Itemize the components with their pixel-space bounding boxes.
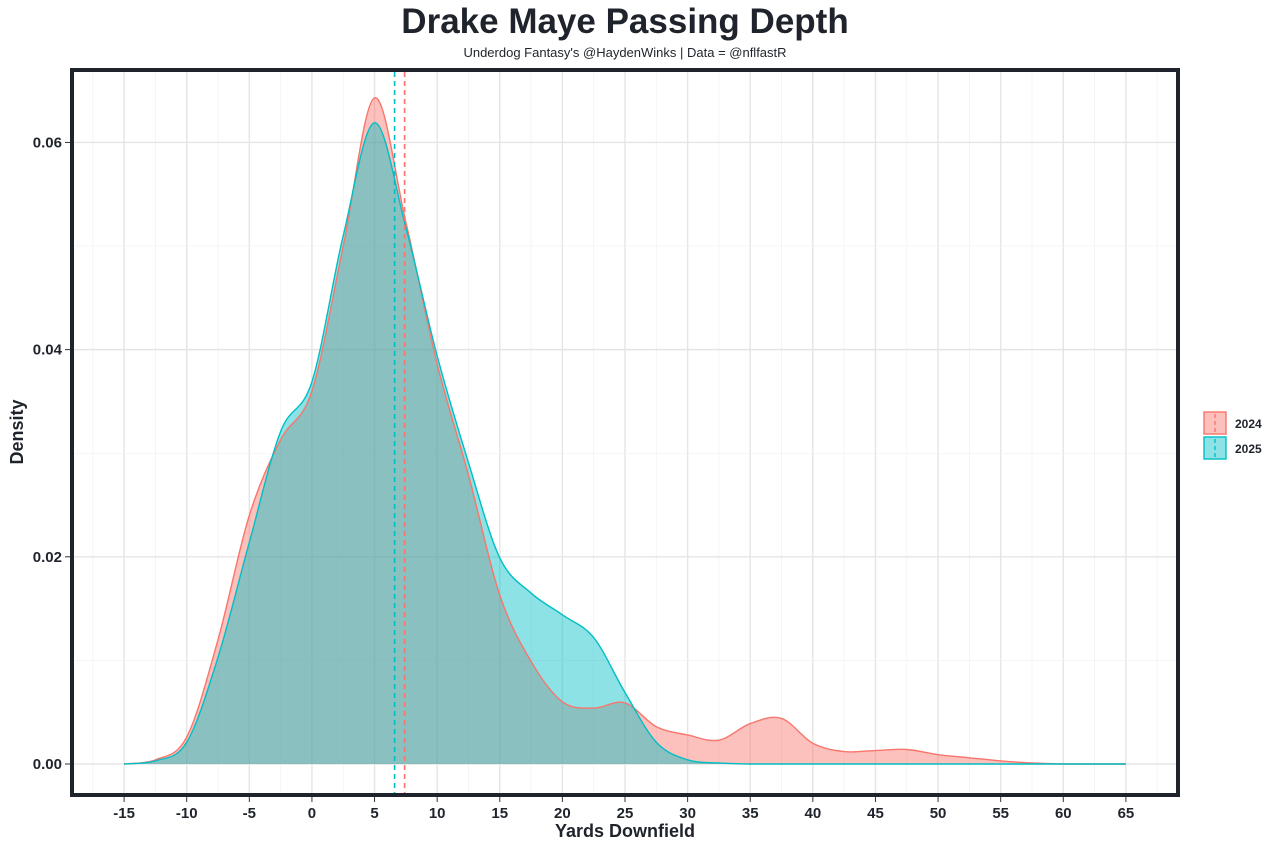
x-tick-label: 15 <box>491 805 508 822</box>
panel-border <box>70 68 1180 797</box>
legend-label-2025: 2025 <box>1235 442 1262 456</box>
x-tick-label: 20 <box>554 805 571 822</box>
x-tick-label: 0 <box>308 805 316 822</box>
x-tick-label: 60 <box>1055 805 1072 822</box>
y-tick-label: 0.04 <box>33 342 63 359</box>
x-tick-label: -10 <box>176 805 198 822</box>
chart-title: Drake Maye Passing Depth <box>401 2 849 41</box>
x-axis-title: Yards Downfield <box>555 821 695 841</box>
x-axis: -15 -10 -5 0 5 10 15 20 25 30 35 40 45 50 55 60 65 <box>113 797 1134 822</box>
x-tick-label: 55 <box>992 805 1009 822</box>
x-tick-label: 35 <box>742 805 759 822</box>
x-tick-label: 30 <box>679 805 696 822</box>
y-tick-label: 0.02 <box>33 549 62 566</box>
density-line-2024 <box>123 97 1126 765</box>
x-tick-label: 65 <box>1118 805 1135 822</box>
legend: 2024 2025 <box>1203 411 1262 460</box>
x-tick-label: 5 <box>370 805 378 822</box>
y-tick-label: 0.00 <box>33 756 62 773</box>
density-area-2024 <box>124 97 1126 764</box>
mean-lines <box>393 72 406 793</box>
x-tick-label: -5 <box>243 805 256 822</box>
y-axis-title: Density <box>7 399 27 464</box>
y-axis: 0.00 0.02 0.04 0.06 <box>33 134 70 773</box>
x-tick-label: 40 <box>804 805 821 822</box>
x-tick-label: 10 <box>429 805 446 822</box>
x-tick-label: -15 <box>113 805 135 822</box>
x-tick-label: 45 <box>867 805 884 822</box>
density-area-2025 <box>124 122 1126 764</box>
y-tick-label: 0.06 <box>33 134 62 151</box>
density-line-2025 <box>124 122 1126 765</box>
chart-subtitle: Underdog Fantasy's @HaydenWinks | Data =… <box>463 45 787 60</box>
legend-label-2024: 2024 <box>1235 417 1262 431</box>
x-tick-label: 50 <box>930 805 947 822</box>
density-areas <box>123 97 1126 765</box>
x-tick-label: 25 <box>617 805 634 822</box>
